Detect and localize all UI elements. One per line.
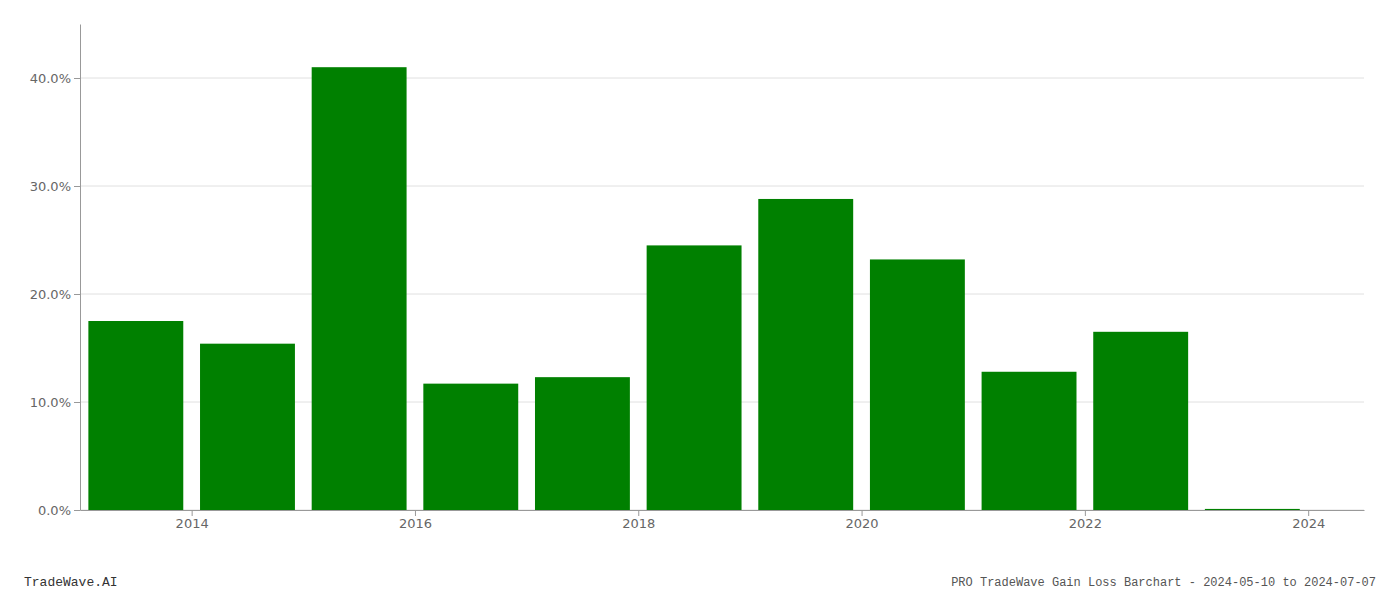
bar: [982, 372, 1077, 510]
bars: [88, 67, 1299, 510]
bar: [870, 259, 965, 510]
tick-label: 2022: [1069, 516, 1102, 531]
chart-svg: 0.0% 10.0% 20.0% 30.0% 40.0% 2014 2016 2018 2020…: [0, 0, 1400, 600]
y-tick: 40.0%: [30, 71, 80, 86]
tick-mark: [74, 186, 80, 187]
tick-label: 2020: [846, 516, 879, 531]
y-tick: 10.0%: [30, 395, 80, 410]
tick-label: 2024: [1292, 516, 1325, 531]
x-tick: 2020: [846, 510, 879, 531]
bar: [1093, 332, 1188, 510]
y-tick: 30.0%: [30, 179, 80, 194]
tick-mark: [1085, 510, 1086, 516]
bar: [423, 384, 518, 510]
tick-label: 0.0%: [38, 503, 71, 518]
tick-label: 30.0%: [30, 179, 71, 194]
y-axis: 0.0% 10.0% 20.0% 30.0% 40.0%: [30, 25, 81, 518]
chart-container: 0.0% 10.0% 20.0% 30.0% 40.0% 2014 2016 2018 2020…: [0, 0, 1400, 600]
title: PRO TradeWave Gain Loss Barchart - 2024-…: [951, 576, 1376, 590]
tick-label: 20.0%: [30, 287, 71, 302]
tick-label: 2018: [622, 516, 655, 531]
y-tick: 0.0%: [38, 503, 80, 518]
bar: [535, 377, 630, 510]
tick-mark: [1308, 510, 1309, 516]
watermark: TradeWave.AI: [24, 575, 118, 590]
bar: [758, 199, 853, 510]
axis-line: [80, 25, 81, 511]
tick-mark: [638, 510, 639, 516]
bar: [200, 344, 295, 510]
plot-area: 0.0% 10.0% 20.0% 30.0% 40.0% 2014 2016 2018 2020…: [30, 25, 1365, 532]
x-tick: 2014: [176, 510, 209, 531]
grid-line: [80, 186, 1364, 187]
grid-line: [80, 78, 1364, 79]
tick-mark: [74, 78, 80, 79]
tick-mark: [862, 510, 863, 516]
x-tick: 2022: [1069, 510, 1102, 531]
tick-mark: [74, 510, 80, 511]
tick-label: 2016: [399, 516, 432, 531]
axis-line: [81, 510, 1365, 511]
bar: [312, 67, 407, 510]
tick-mark: [74, 402, 80, 403]
bar: [88, 321, 183, 510]
grid: [80, 78, 1364, 510]
tick-label: 2014: [176, 516, 209, 531]
bar: [1205, 509, 1300, 510]
x-tick: 2018: [622, 510, 655, 531]
y-tick: 20.0%: [30, 287, 80, 302]
x-axis: 2014 2016 2018 2020 2022 2024: [81, 510, 1365, 531]
tick-label: 40.0%: [30, 71, 71, 86]
bar: [647, 245, 742, 510]
x-tick: 2016: [399, 510, 432, 531]
tick-mark: [415, 510, 416, 516]
tick-mark: [192, 510, 193, 516]
tick-mark: [74, 294, 80, 295]
tick-label: 10.0%: [30, 395, 71, 410]
x-tick: 2024: [1292, 510, 1325, 531]
